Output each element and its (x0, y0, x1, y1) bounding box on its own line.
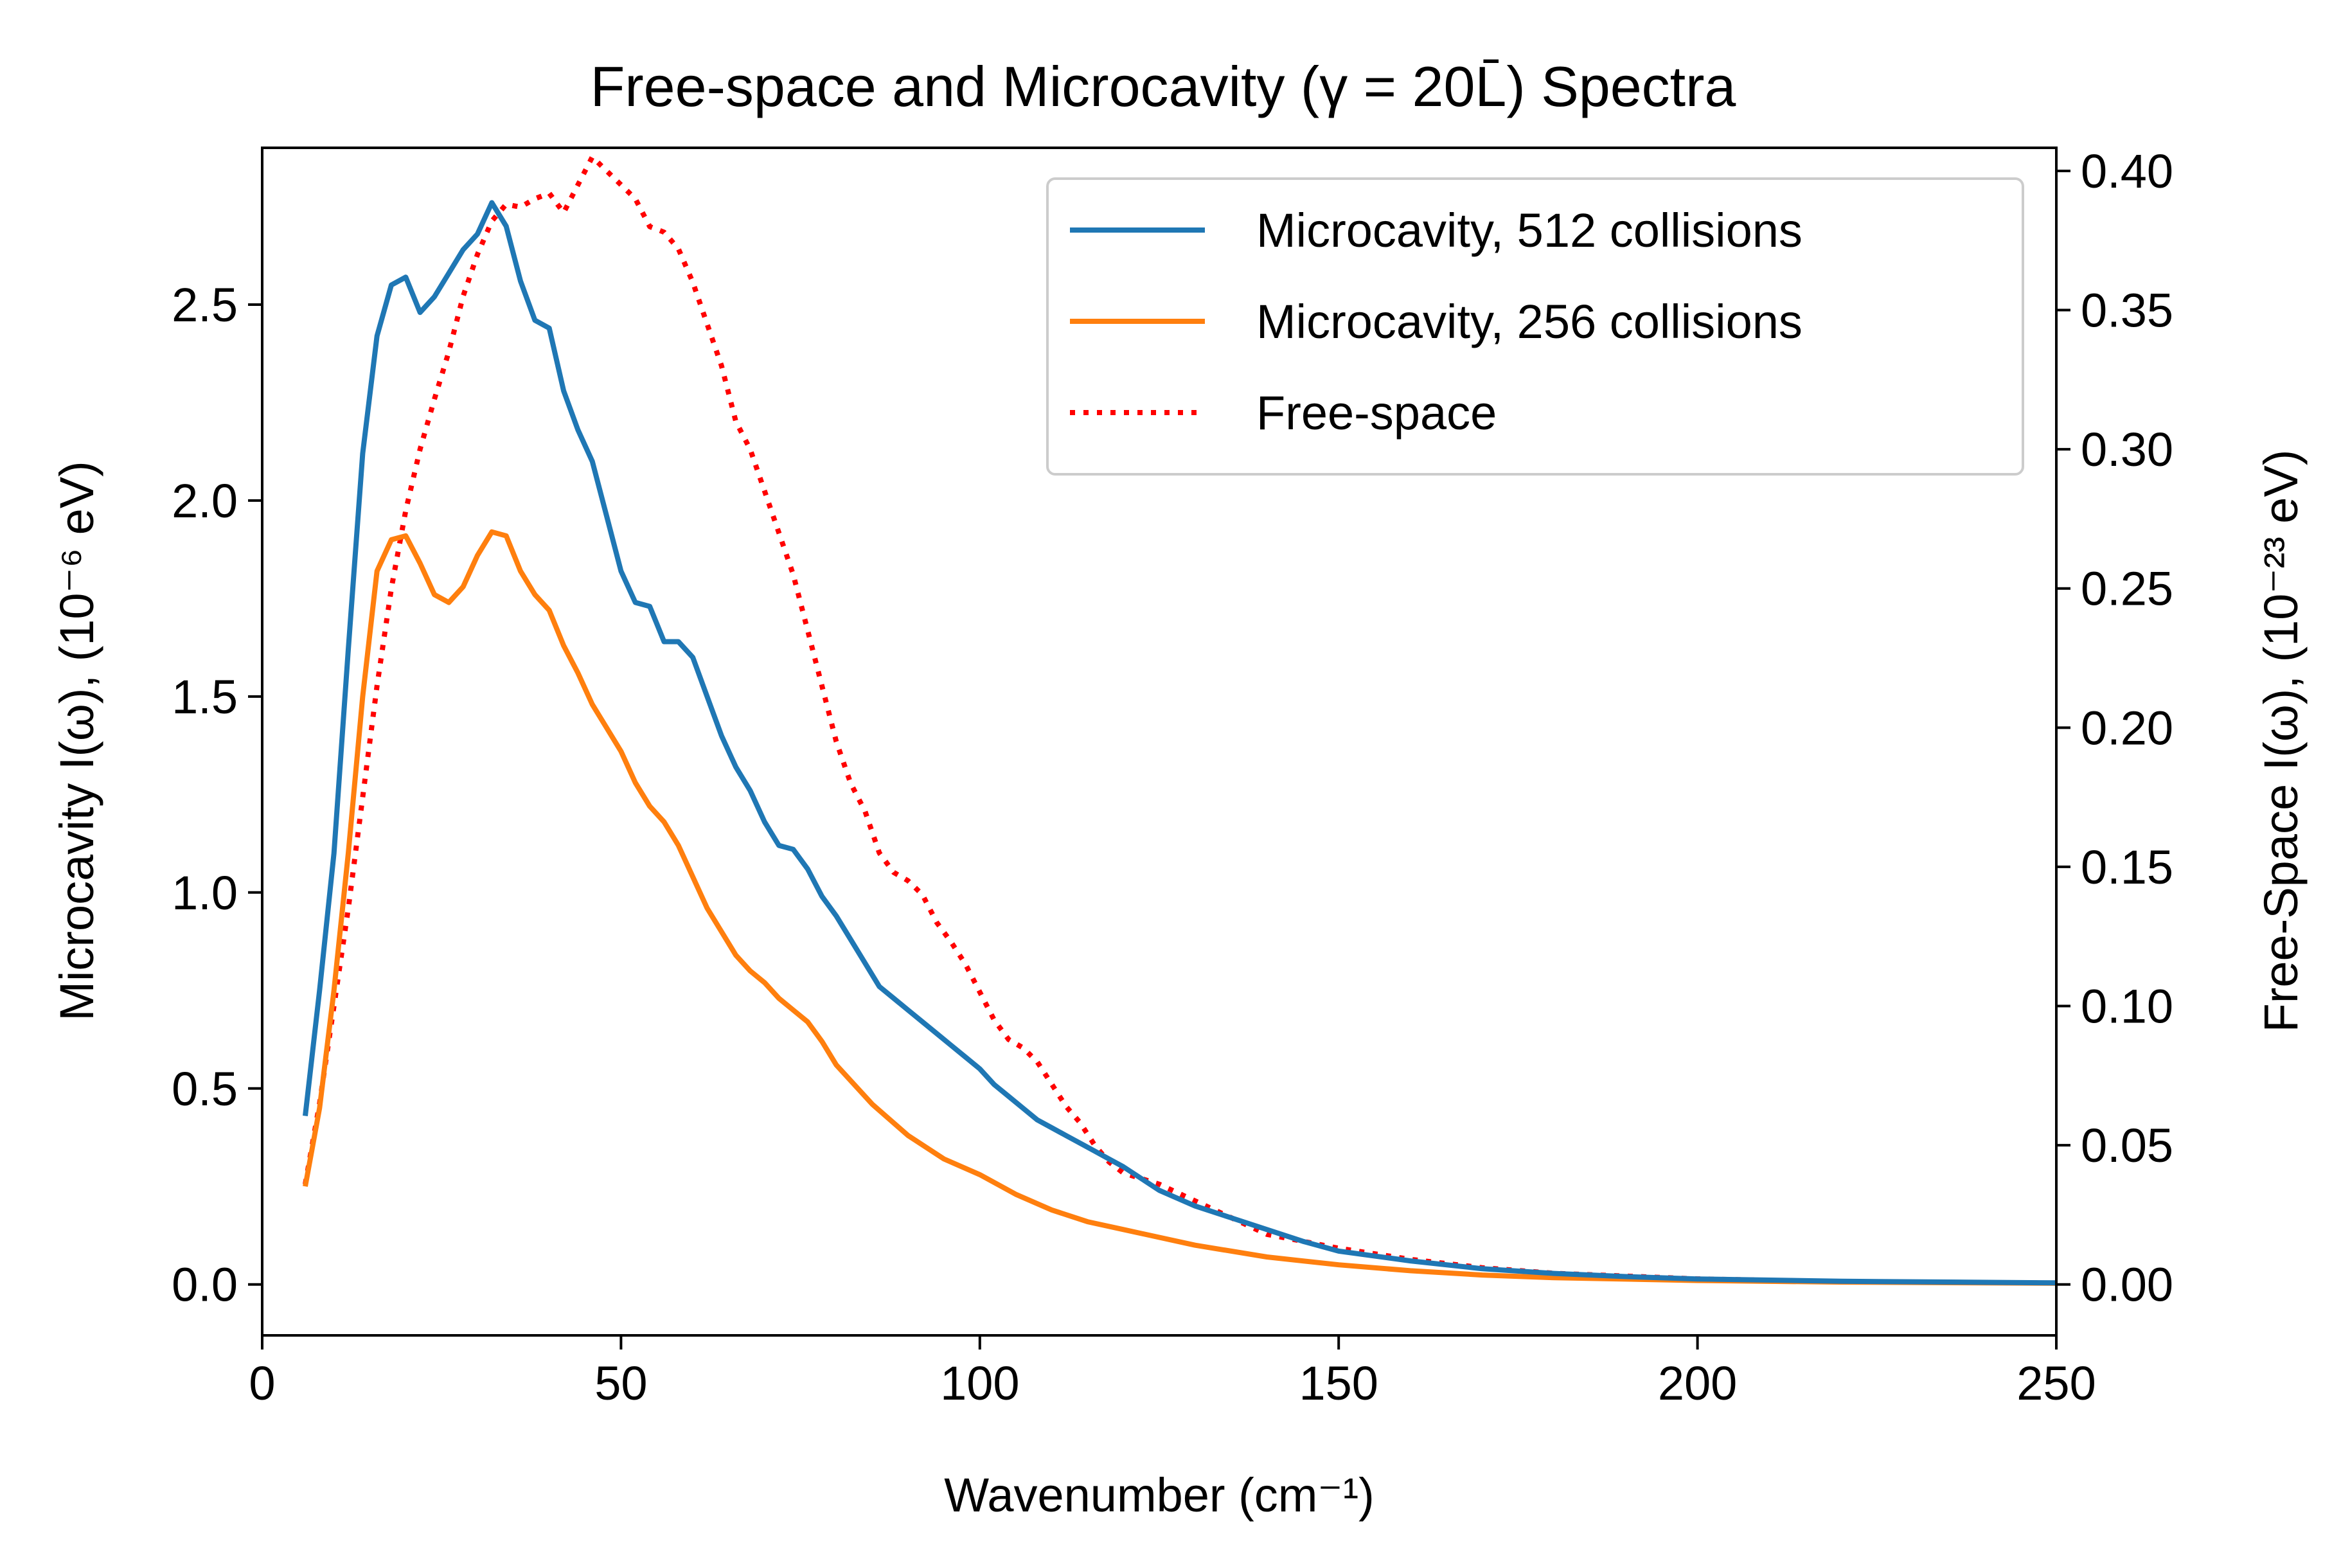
series-line-microcavity-512-collisions (303, 200, 2057, 1286)
plot-lines (303, 154, 2057, 1286)
left-y-tick-label: 0.5 (172, 1062, 238, 1116)
left-y-tick-label: 0.0 (172, 1258, 238, 1312)
legend-label-microcavity-256: Microcavity, 256 collisions (1256, 295, 1803, 348)
left-y-tick-label: 2.0 (172, 474, 238, 528)
x-tick-label: 100 (940, 1357, 1019, 1410)
left-y-tick-label: 1.5 (172, 670, 238, 724)
left-y-tick-label: 2.5 (172, 278, 238, 332)
left-y-axis-ticks: 0.0 0.5 1.0 1.5 2.0 2.5 (172, 278, 262, 1312)
left-y-axis-label: Microcavity I(ω), (10⁻⁶ eV) (50, 461, 103, 1021)
x-tick-label: 150 (1299, 1357, 1378, 1410)
right-y-tick-label: 0.35 (2081, 284, 2173, 337)
x-tick-label: 50 (594, 1357, 647, 1410)
right-y-tick-label: 0.15 (2081, 841, 2173, 894)
plot-frame (261, 147, 2058, 1337)
series-line-microcavity-256-collisions (303, 529, 2057, 1286)
x-axis-label: Wavenumber (cm⁻¹) (944, 1468, 1375, 1522)
x-tick-label: 200 (1658, 1357, 1737, 1410)
right-y-tick-label: 0.40 (2081, 145, 2173, 198)
legend-box (1046, 177, 2024, 476)
right-y-axis-ticks: 0.00 0.05 0.10 0.15 0.20 0.25 0.30 0.35 0.40 (2056, 145, 2173, 1312)
right-y-tick-label: 0.05 (2081, 1119, 2173, 1172)
legend: Microcavity, 512 collisions Microcavity,… (1046, 177, 2024, 476)
right-y-tick-label: 0.00 (2081, 1258, 2173, 1312)
x-tick-label: 0 (249, 1357, 275, 1410)
x-axis-ticks: 0 50 100 150 200 250 (249, 1335, 2096, 1410)
right-y-tick-label: 0.30 (2081, 423, 2173, 476)
right-y-tick-label: 0.20 (2081, 701, 2173, 754)
right-y-axis-label: Free-Space I(ω), (10⁻²³ eV) (2254, 450, 2308, 1033)
right-y-tick-label: 0.10 (2081, 980, 2173, 1033)
legend-label-free-space: Free-space (1256, 386, 1497, 440)
right-y-tick-label: 0.25 (2081, 562, 2173, 616)
left-y-tick-label: 1.0 (172, 866, 238, 920)
x-tick-label: 250 (2016, 1357, 2096, 1410)
chart-title: Free-space and Microcavity (γ = 20L̄) Sp… (591, 55, 1736, 118)
legend-label-microcavity-512: Microcavity, 512 collisions (1256, 204, 1803, 257)
